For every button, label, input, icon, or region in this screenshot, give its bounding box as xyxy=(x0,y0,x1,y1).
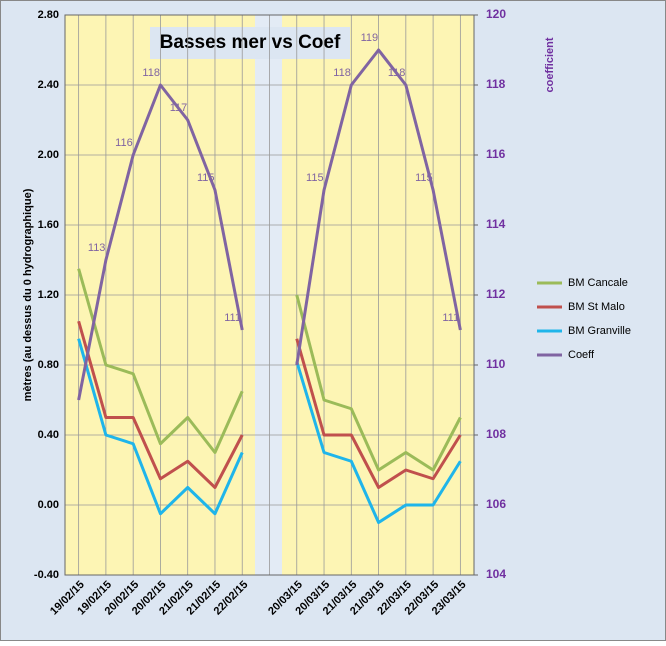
legend-label: BM St Malo xyxy=(568,301,625,313)
data-label: 118 xyxy=(142,67,160,79)
series-line xyxy=(77,268,462,472)
y-tick-label: 0.40 xyxy=(38,429,59,441)
data-label: 117 xyxy=(170,102,188,114)
chart-title: Basses mer vs Coef xyxy=(160,32,341,53)
series-line xyxy=(77,320,462,489)
data-label: 115 xyxy=(306,172,324,184)
y2-tick-label: 106 xyxy=(486,497,506,511)
y-tick-label: -0.40 xyxy=(34,569,59,581)
y-tick-label: 0.00 xyxy=(38,499,59,511)
data-label: 119 xyxy=(361,32,379,44)
y2-tick-label: 114 xyxy=(486,217,506,231)
y2-tick-label: 120 xyxy=(486,7,506,21)
data-label: 111 xyxy=(224,312,241,324)
y2-tick-label: 108 xyxy=(486,427,506,441)
title-box xyxy=(150,27,350,59)
y-tick-label: 2.40 xyxy=(38,79,59,91)
y2-tick-label: 116 xyxy=(486,147,506,161)
legend-label: Coeff xyxy=(568,349,595,361)
y-axis-label: mètres (au dessus du 0 hydrographique) xyxy=(22,188,34,401)
legend-label: BM Granville xyxy=(568,325,631,337)
data-label: 115 xyxy=(415,172,433,184)
y-tick-label: 1.60 xyxy=(38,219,59,231)
data-label: 118 xyxy=(333,67,351,79)
y2-tick-label: 118 xyxy=(486,77,506,91)
series-line xyxy=(77,48,462,401)
y-tick-label: 2.80 xyxy=(38,9,59,21)
y2-tick-label: 112 xyxy=(486,287,506,301)
legend-label: BM Cancale xyxy=(568,277,628,289)
data-label: 118 xyxy=(388,67,406,79)
data-label: 113 xyxy=(88,242,106,254)
y2-tick-label: 104 xyxy=(486,567,506,581)
data-label: 116 xyxy=(115,137,133,149)
y-tick-label: 1.20 xyxy=(38,289,59,301)
series-line xyxy=(77,338,462,524)
data-label: 115 xyxy=(197,172,215,184)
y-tick-label: 2.00 xyxy=(38,149,59,161)
y2-tick-label: 110 xyxy=(486,357,506,371)
y2-axis-label: coefficient xyxy=(544,37,556,92)
data-label: 111 xyxy=(442,312,459,324)
y-tick-label: 0.80 xyxy=(38,359,59,371)
plot-border xyxy=(64,14,475,576)
